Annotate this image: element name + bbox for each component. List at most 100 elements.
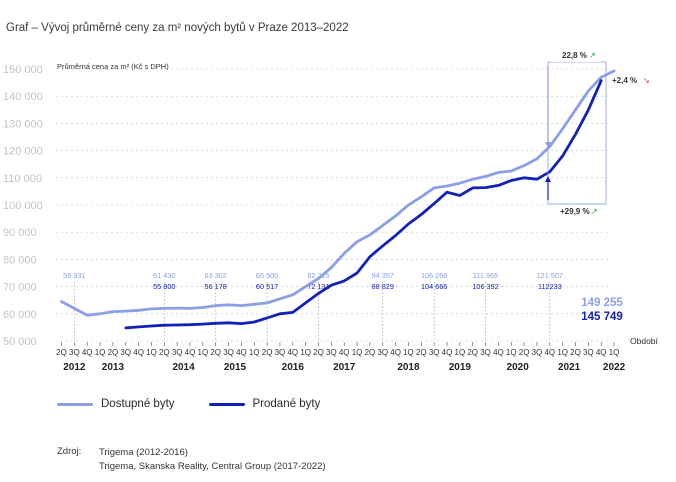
legend-label: Dostupné byty — [101, 398, 175, 410]
gridlines — [56, 68, 612, 342]
legend-label: Prodané byty — [252, 398, 321, 410]
x-tick-label: 2Q — [570, 348, 581, 357]
year-label: 2013 — [102, 362, 125, 373]
x-tick-label: 2Q — [108, 348, 119, 357]
source-line: Trigema, Skanska Reality, Central Group … — [99, 461, 326, 472]
legend-swatch-dark — [208, 402, 245, 406]
x-tick-label: 2Q — [416, 348, 427, 357]
x-tick-label: 1Q — [455, 348, 466, 357]
source-lines: Trigema (2012-2016) Trigema, Skanska Rea… — [99, 446, 326, 474]
x-tick-label: 4Q — [544, 348, 555, 357]
change-top-label: 22,8 % — [562, 51, 587, 60]
annotation-bottom-value: 104 666 — [421, 282, 447, 291]
y-tick-label: 150 000 — [3, 64, 43, 76]
x-tick-label: 3Q — [377, 348, 388, 357]
legend: Dostupné byty Prodané byty — [57, 398, 354, 410]
x-tick-label: 2Q — [56, 348, 67, 357]
x-tick-label: 3Q — [172, 348, 183, 357]
annotation-top-value: 94 357 — [372, 271, 394, 280]
x-tick-label: 3Q — [532, 348, 543, 357]
year-label: 2015 — [224, 362, 247, 373]
x-tick-label: 2Q — [365, 348, 376, 357]
year-label: 2016 — [282, 362, 305, 373]
annotation-bottom-value: 88 829 — [372, 282, 394, 291]
x-tick-label: 3Q — [583, 348, 594, 357]
x-tick-label: 1Q — [198, 348, 209, 357]
change-label-bg — [551, 48, 601, 62]
x-tick-label: 3Q — [223, 348, 234, 357]
year-label: 2020 — [507, 362, 530, 373]
x-tick-label: 4Q — [287, 348, 298, 357]
change-right-arrow: ↘ — [643, 76, 650, 85]
annotation-bottom-value: 106 392 — [472, 282, 498, 291]
source-label: Zdroj: — [57, 446, 82, 457]
x-tick-label: 4Q — [339, 348, 350, 357]
x-tick-label: 4Q — [596, 348, 607, 357]
x-tick-label: 4Q — [82, 348, 93, 357]
x-axis-label: Období — [630, 336, 659, 346]
year-label: 2021 — [558, 362, 581, 373]
x-tick-label: 3Q — [429, 348, 440, 357]
x-tick-label: 3Q — [120, 348, 131, 357]
annotation-bottom-value: 112233 — [538, 282, 562, 291]
annotation-top-value: 82 215 — [307, 271, 329, 280]
annotation-top-value: 111 965 — [473, 271, 498, 280]
x-tick-label: 3Q — [480, 348, 491, 357]
x-tick-label: 1Q — [557, 348, 568, 357]
arrow-head — [545, 142, 551, 148]
annotation-bottom-value: 56 178 — [205, 282, 227, 291]
legend-swatch-light — [57, 402, 93, 406]
source-line: Trigema (2012-2016) — [99, 447, 188, 458]
year-label: 2018 — [397, 362, 420, 373]
x-tick-label: 4Q — [133, 348, 144, 357]
change-bottom-arrow: ↗ — [591, 207, 598, 216]
x-tick-label: 4Q — [493, 348, 504, 357]
annotation-bottom-value: 55 800 — [153, 282, 175, 291]
year-label: 2022 — [603, 362, 626, 373]
annotation-bottom-value: 60 517 — [256, 282, 278, 291]
annotation-top-value: 61 430 — [153, 271, 175, 280]
year-label: 2019 — [449, 362, 472, 373]
y-tick-label: 60 000 — [3, 309, 37, 321]
x-tick-label: 3Q — [69, 348, 80, 357]
value-annotations: 59 331 61 430 55 800 63 302 56 178 65 500 60 5… — [63, 271, 623, 340]
x-tick-label: 1Q — [95, 348, 106, 357]
y-tick-label: 80 000 — [3, 254, 37, 266]
annotation-top-value: 121 507 — [537, 271, 563, 280]
y-tick-label: 140 000 — [3, 91, 43, 103]
y-tick-label: 100 000 — [3, 200, 43, 212]
annotation-bottom-value: 72 131 — [307, 282, 329, 291]
x-tick-label: 4Q — [390, 348, 401, 357]
change-markers: 22,8 % ↗+2,4 % ↘+29,9 % ↗ — [545, 48, 650, 217]
y-tick-label: 90 000 — [3, 227, 37, 239]
x-tick-label: 4Q — [442, 348, 453, 357]
y-tick-label: 110 000 — [3, 173, 42, 185]
x-tick-label: 2Q — [210, 348, 221, 357]
x-tick-label: 3Q — [326, 348, 337, 357]
y-tick-label: 120 000 — [3, 146, 43, 158]
legend-item-prodane: Prodané byty — [208, 398, 321, 410]
change-bottom-label: +29,9 % — [560, 207, 590, 216]
arrow-head — [545, 176, 551, 182]
y-tick-label: 70 000 — [3, 282, 37, 294]
chart-title: Graf – Vývoj průměrné ceny za m² nových … — [6, 22, 349, 34]
final-value-top: 149 255 — [581, 297, 623, 309]
x-tick-label: 1Q — [352, 348, 363, 357]
x-tick-label: 1Q — [506, 348, 517, 357]
x-tick-label: 2Q — [313, 348, 324, 357]
x-tick-label: 1Q — [249, 348, 260, 357]
series-line-dostupne — [60, 69, 616, 317]
annotation-top-value: 106 266 — [421, 271, 447, 280]
y-axis-label: Průměrná cena za m² (Kč s DPH) — [57, 62, 169, 71]
series-lines — [60, 69, 616, 330]
annotation-top-value: 63 302 — [205, 271, 227, 280]
x-tick-label: 1Q — [609, 348, 620, 357]
x-tick-label: 2Q — [519, 348, 530, 357]
year-label: 2017 — [333, 362, 356, 373]
y-axis-ticks: 50 000 60 000 70 000 80 000 90 000 100 000 110… — [3, 64, 43, 348]
x-tick-label: 3Q — [275, 348, 286, 357]
x-tick-label: 2Q — [262, 348, 273, 357]
change-label-bg — [553, 205, 605, 217]
final-value-bottom: 145 749 — [581, 311, 623, 323]
x-axis-ticks: 2Q 3Q 4Q 1Q 2Q 3Q 4Q 1Q 2Q 3Q 4Q 1Q 2Q 3Q 4Q 1Q 2Q 3Q 4Q 1Q… — [56, 342, 626, 373]
